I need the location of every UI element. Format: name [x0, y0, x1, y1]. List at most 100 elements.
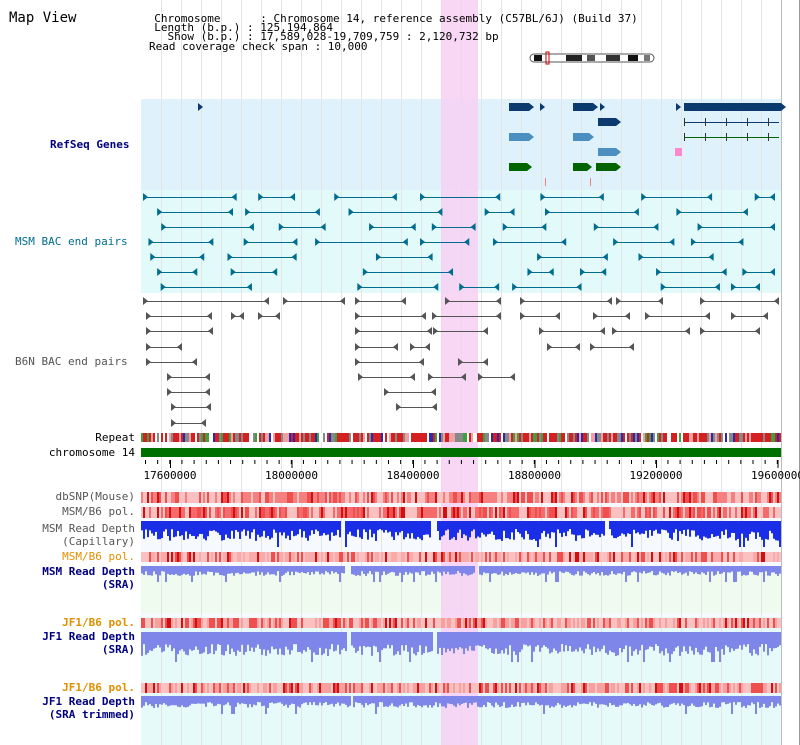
jf1-sra-depth-bar — [283, 632, 285, 656]
msm-b6-pol-density — [501, 507, 503, 518]
jf1-sra-depth-bar — [633, 632, 635, 652]
bac-end-marker — [199, 253, 205, 261]
jf1-b6-pol-density — [511, 618, 513, 628]
jf1-b6-pol-density — [259, 618, 261, 628]
msm-b6-pol-density — [313, 507, 315, 518]
dbsnp-density — [217, 492, 219, 503]
jf1-b6-pol-density — [525, 618, 527, 628]
jf1-trimmed-depth-bar — [349, 696, 351, 706]
jf1-sra-depth-bar — [643, 632, 645, 662]
jf1-b6-pol-density — [407, 618, 409, 628]
jf1-b6-pol-density — [323, 683, 325, 693]
repeat-element — [745, 433, 747, 442]
msm-sra-depth-bar — [549, 566, 551, 572]
jf1-b6-pol-density — [199, 618, 201, 628]
jf1-b6-pol-density — [441, 683, 443, 693]
jf1-b6-pol-density — [427, 683, 429, 693]
track-label-chromosome[interactable]: chromosome 14 — [48, 446, 135, 459]
msm-b6-pol-density — [587, 552, 589, 562]
msm-b6-pol-density — [667, 552, 669, 562]
dbsnp-density — [743, 492, 745, 503]
jf1-b6-pol-density — [475, 683, 477, 693]
track-label-msm-b6-pol-2[interactable]: MSM/B6 pol. — [62, 550, 135, 563]
track-label-jf1-b6-pol-2[interactable]: JF1/B6 pol. — [62, 681, 135, 694]
track-label-jf1-b6-pol-1[interactable]: JF1/B6 pol. — [62, 616, 135, 629]
msm-b6-pol-density — [419, 507, 421, 518]
repeat-element — [457, 433, 459, 442]
jf1-b6-pol-density — [327, 683, 329, 693]
jf1-sra-depth-bar — [157, 632, 159, 646]
jf1-sra-depth-bar — [273, 632, 275, 650]
msm-sra-depth-bar — [403, 566, 405, 575]
repeat-element — [509, 433, 511, 442]
msm-sra-depth-bar — [579, 566, 581, 576]
jf1-sra-depth-bar — [341, 632, 343, 650]
msm-b6-pol-density — [589, 552, 591, 562]
repeat-element — [227, 433, 229, 442]
jf1-b6-pol-density — [467, 618, 469, 628]
track-label-jf1-depth-trimmed[interactable]: JF1 Read Depth — [42, 695, 135, 708]
jf1-b6-pol-density — [157, 683, 159, 693]
msm-capillary-depth-bar — [419, 521, 421, 539]
jf1-b6-pol-density — [235, 683, 237, 693]
jf1-sra-depth-bar — [641, 632, 643, 645]
msm-sra-depth-bar — [401, 566, 403, 582]
msm-b6-pol-density — [375, 507, 377, 518]
msm-capillary-depth-bar — [673, 521, 675, 533]
track-label-b6n-bac[interactable]: B6N BAC end pairs — [15, 355, 128, 368]
track-label-jf1-depth-sra[interactable]: JF1 Read Depth — [42, 630, 135, 643]
jf1-sra-depth-bar — [265, 632, 267, 656]
track-label-msm-depth-capillary[interactable]: MSM Read Depth — [42, 522, 135, 535]
dbsnp-density — [719, 492, 721, 503]
msm-b6-pol-density — [761, 507, 763, 518]
track-label-msm-b6-pol-1[interactable]: MSM/B6 pol. — [62, 505, 135, 518]
repeat-element — [431, 433, 433, 442]
msm-b6-pol-density — [715, 552, 717, 562]
msm-b6-pol-density — [181, 507, 183, 518]
track-label-dbsnp[interactable]: dbSNP(Mouse) — [55, 490, 135, 503]
msm-sra-depth-bar — [691, 566, 693, 573]
jf1-b6-pol-density — [739, 618, 741, 628]
msm-b6-pol-density — [363, 507, 365, 518]
msm-b6-pol-density — [323, 507, 325, 518]
jf1-b6-pol-density — [775, 618, 777, 628]
dbsnp-density — [461, 492, 463, 503]
jf1-b6-pol-density — [685, 683, 687, 693]
dbsnp-density — [447, 492, 449, 503]
repeat-element — [511, 433, 513, 442]
msm-b6-pol-density — [609, 552, 611, 562]
msm-b6-pol-density — [381, 552, 383, 562]
track-label-msm-bac[interactable]: MSM BAC end pairs — [15, 235, 128, 248]
msm-sra-depth-bar — [597, 566, 599, 574]
gene-strand-arrow — [529, 103, 534, 111]
msm-b6-pol-density — [451, 552, 453, 562]
jf1-sra-depth-bar — [755, 632, 757, 654]
dbsnp-density — [531, 492, 533, 503]
jf1-sra-depth-bar — [625, 632, 627, 646]
jf1-trimmed-depth-bar — [217, 696, 219, 704]
bac-end-marker — [340, 297, 345, 305]
track-label-repeat[interactable]: Repeat — [95, 431, 135, 444]
msm-capillary-depth-bar — [269, 521, 271, 540]
repeat-element — [387, 433, 389, 442]
jf1-sra-depth-bar — [523, 632, 525, 645]
msm-capillary-depth-bar — [471, 521, 473, 532]
msm-sra-depth-bar — [759, 566, 761, 573]
msm-sra-depth-bar — [669, 566, 671, 576]
jf1-trimmed-depth-bar — [219, 696, 221, 705]
bac-end-marker — [427, 253, 433, 261]
msm-capillary-depth-bar — [559, 521, 561, 534]
msm-sra-depth-bar — [505, 566, 507, 574]
track-label-refseq[interactable]: RefSeq Genes — [50, 138, 130, 151]
bac-end-marker — [464, 238, 470, 246]
dbsnp-density — [243, 492, 245, 503]
jf1-b6-pol-density — [349, 683, 351, 693]
msm-sra-depth-bar — [751, 566, 753, 572]
jf1-b6-pol-density — [661, 618, 663, 628]
repeat-element — [685, 433, 687, 442]
repeat-element — [179, 433, 181, 442]
msm-capillary-depth-bar — [505, 521, 507, 539]
track-label-msm-depth-sra[interactable]: MSM Read Depth — [42, 565, 135, 578]
msm-b6-pol-density — [571, 507, 573, 518]
